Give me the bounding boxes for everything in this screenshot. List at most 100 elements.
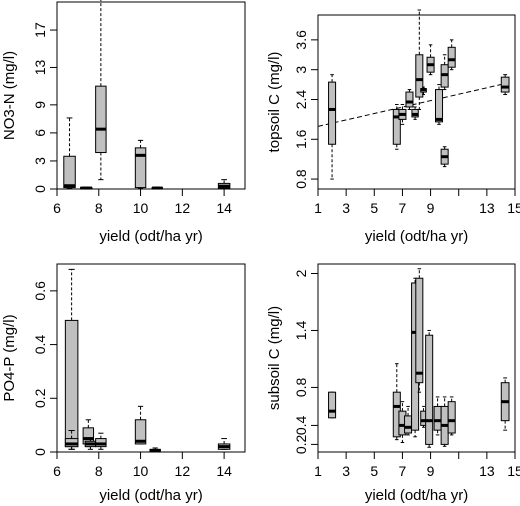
box-11 [447,396,456,436]
y-tick-label: 0 [32,185,48,193]
y-axis-title: subsoil C (mg/l) [266,306,283,410]
box-10 [440,146,449,168]
x-axis-title: yield (odt/ha yr) [365,228,468,245]
box-7 [420,86,427,96]
iqr-box [434,89,444,123]
x-tick-label: 10 [133,463,149,479]
iqr-box [415,277,424,384]
box-13 [500,74,510,96]
box-11 [440,54,449,91]
iqr-box [392,108,401,145]
y-tick-label: 0 [32,448,48,456]
box-5 [151,186,163,190]
plot-frame [56,263,246,453]
y-tick-label: 0.4 [293,415,309,435]
box-8 [426,44,435,76]
y-tick-label: 17 [32,22,48,38]
x-tick-label: 3 [342,463,350,479]
panel-3: 6 8 10 12 14 0 0.2 0.4 0.6 yield (odt/ha yr) PO4-P… [1,263,246,504]
box-10 [440,396,449,447]
box-8 [425,329,434,448]
box-12 [447,39,456,71]
x-tick-label: 14 [216,463,232,479]
iqr-box [328,391,337,419]
x-tick-label: 10 [133,200,149,216]
y-tick-label: 1.6 [293,129,309,149]
x-tick-label: 13 [479,200,495,216]
y-tick-label: 1.4 [293,321,309,341]
y-axis-title: NO3-N (mg/l) [1,51,18,140]
y-tick-label: 9 [32,101,48,109]
box-9 [433,396,442,436]
box-2 [64,430,79,450]
box-8 [217,438,231,450]
x-tick-label: 5 [370,463,378,479]
iqr-box [425,334,434,445]
iqr-box [404,415,413,434]
box-3 [95,0,107,181]
x-tick-label: 15 [507,200,520,216]
iqr-box [95,85,107,154]
y-tick-label: 0.8 [293,377,309,397]
box-9 [434,84,444,125]
box-3 [398,103,407,125]
x-tick-label: 7 [399,463,407,479]
x-axis-title: yield (odt/ha yr) [99,487,202,504]
y-tick-label: 0.8 [293,169,309,189]
x-tick-label: 8 [95,200,103,216]
box-4 [405,89,414,110]
panel-1: 6 8 10 12 14 0 3 6 9 13 17 yield (odt/ha yr) NO3-N (… [1,0,246,245]
y-tick-label: 13 [32,59,48,75]
x-tick-label: 5 [370,200,378,216]
iqr-box [134,419,147,445]
box-1 [328,74,337,180]
iqr-box [500,76,510,93]
box-1 [328,391,337,419]
box-4 [134,139,147,189]
x-tick-label: 8 [95,463,103,479]
y-tick-label: 2 [293,269,309,277]
x-tick-label: 14 [216,200,232,216]
box-6 [415,268,424,393]
iqr-box [134,147,147,189]
y-tick-label: 0.2 [293,434,309,454]
box-1 [64,268,79,450]
y-axis-title: topsoil C (mg/l) [266,52,283,153]
box-1 [63,117,76,189]
x-tick-label: 7 [399,200,407,216]
y-tick-label: 3 [32,157,48,165]
plot-frame [56,1,246,190]
x-tick-label: 6 [53,200,61,216]
x-tick-label: 12 [175,463,191,479]
iqr-box [63,155,76,189]
iqr-box [328,81,337,145]
iqr-box [415,54,424,98]
x-axis-title: yield (odt/ha yr) [365,487,468,504]
x-tick-label: 12 [175,200,191,216]
iqr-box [405,91,414,108]
x-tick-label: 1 [314,463,322,479]
box-7 [149,447,161,453]
y-axis-title: PO4-P (mg/l) [1,314,18,401]
plot-frame [317,14,516,190]
y-tick-label: 0.6 [32,281,48,301]
box-5 [411,106,419,120]
y-tick-label: 3.6 [293,30,309,50]
x-tick-label: 13 [479,463,495,479]
plot-frame [317,263,516,453]
x-tick-label: 3 [342,200,350,216]
iqr-box [433,405,442,431]
x-tick-label: 15 [507,463,520,479]
x-tick-label: 9 [427,200,435,216]
x-tick-label: 1 [314,200,322,216]
box-2 [80,186,93,190]
x-tick-label: 6 [53,463,61,479]
y-tick-label: 0.2 [32,388,48,408]
box-7 [420,405,427,428]
y-tick-label: 0.4 [32,335,48,355]
iqr-box [64,319,79,448]
y-tick-label: 2.4 [293,90,309,110]
